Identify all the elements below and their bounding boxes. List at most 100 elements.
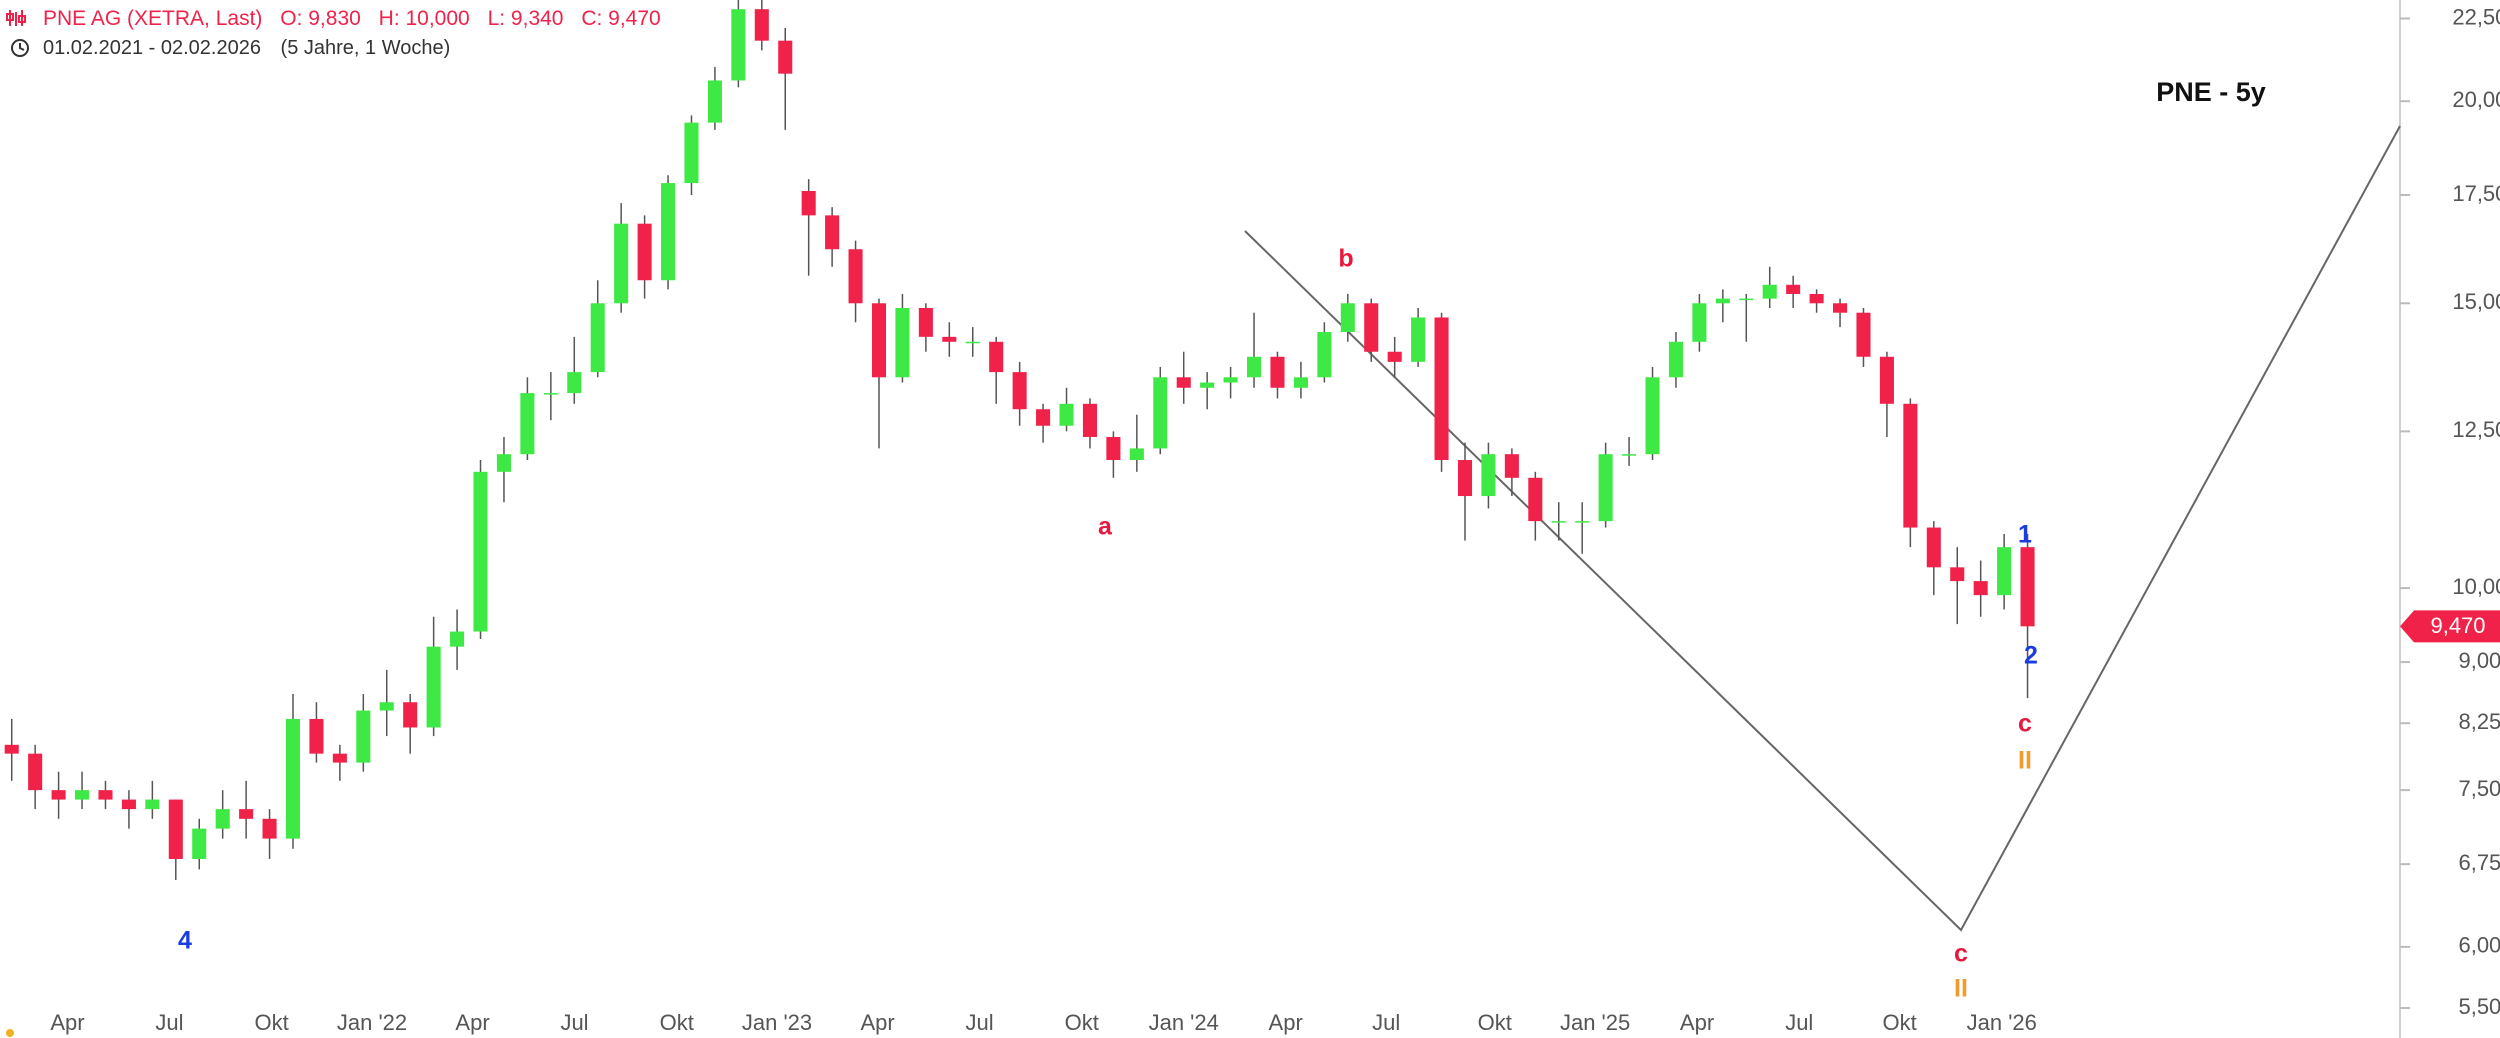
candle-body xyxy=(567,372,582,394)
candle-body xyxy=(848,249,863,304)
candle-body xyxy=(637,223,652,281)
candle-body xyxy=(1411,317,1426,362)
wave-label: II xyxy=(1954,975,1968,1003)
candle-body xyxy=(1786,284,1801,294)
x-tick-label: Jan '24 xyxy=(1149,1010,1219,1035)
candle-body xyxy=(121,799,136,810)
candle-body xyxy=(1059,403,1074,426)
y-tick-label: 8,250 xyxy=(2458,709,2500,734)
y-tick-label: 10,000 xyxy=(2452,574,2500,599)
candle-body xyxy=(801,191,816,216)
candle-body xyxy=(614,223,629,304)
candle-body xyxy=(473,471,488,632)
y-tick-label: 7,500 xyxy=(2458,776,2500,801)
x-tick-label: Apr xyxy=(455,1010,489,1035)
y-tick-label: 6,000 xyxy=(2458,933,2500,958)
candle-body xyxy=(520,393,535,455)
x-tick-label: Apr xyxy=(860,1010,894,1035)
ohlc-label: H: 10,000 xyxy=(379,7,470,30)
x-tick-label: Jan '22 xyxy=(337,1010,407,1035)
candle-body xyxy=(145,799,160,810)
candle-body xyxy=(1926,527,1941,568)
candle-body xyxy=(731,9,746,81)
x-tick-label: Jul xyxy=(155,1010,183,1035)
candle-body xyxy=(1293,377,1308,388)
candle-body xyxy=(4,744,19,754)
candle-body xyxy=(1879,356,1894,404)
candle-body xyxy=(285,718,301,839)
candle-body xyxy=(1434,317,1449,461)
x-tick-label: Okt xyxy=(1478,1010,1512,1035)
candle-body xyxy=(1200,382,1215,388)
candle-body xyxy=(918,307,933,337)
ohlc-label: C: 9,470 xyxy=(581,7,660,30)
candle-body xyxy=(1247,356,1262,378)
candle-body xyxy=(2020,547,2035,627)
candle-body xyxy=(1528,477,1543,522)
candle-body xyxy=(1364,303,1379,352)
candle-body xyxy=(661,183,676,281)
candle-body xyxy=(98,790,113,800)
y-tick-label: 5,500 xyxy=(2458,994,2500,1019)
ohlc-label: L: 9,340 xyxy=(488,7,564,30)
candle-body xyxy=(1575,521,1590,523)
y-tick-label: 9,000 xyxy=(2458,648,2500,673)
candle-body xyxy=(825,215,840,250)
candle-body xyxy=(332,753,347,763)
candle-body xyxy=(1715,298,1730,304)
candle-body xyxy=(1833,303,1848,313)
wave-label: c xyxy=(1954,940,1968,968)
candle-body xyxy=(168,799,183,859)
candle-body xyxy=(450,631,465,647)
candle-body xyxy=(871,303,887,378)
x-tick-label: Jul xyxy=(1372,1010,1400,1035)
candle-body xyxy=(309,718,324,754)
x-tick-label: Okt xyxy=(660,1010,694,1035)
x-tick-label: Okt xyxy=(1882,1010,1916,1035)
candle-body xyxy=(28,753,43,791)
candle-body xyxy=(1973,581,1988,596)
candle-body xyxy=(1809,293,1824,304)
x-tick-label: Okt xyxy=(255,1010,289,1035)
wave-label: 1 xyxy=(2018,521,2032,549)
candle-body xyxy=(426,646,441,728)
candle-body xyxy=(1036,409,1051,426)
candle-body xyxy=(262,818,277,839)
wave-label: 4 xyxy=(178,927,192,955)
candle-body xyxy=(1457,460,1473,497)
header-icon xyxy=(6,10,26,26)
x-tick-label: Apr xyxy=(50,1010,84,1035)
x-tick-label: Jan '26 xyxy=(1967,1010,2037,1035)
y-tick-label: 6,750 xyxy=(2458,850,2500,875)
candle-body xyxy=(1270,356,1285,388)
candle-body xyxy=(1387,351,1402,362)
candle-body xyxy=(1950,567,1965,582)
wave-label: b xyxy=(1338,245,1353,273)
candle-body xyxy=(707,80,722,123)
candle-body xyxy=(1106,436,1121,461)
subtitle: 01.02.2021 - 02.02.2026 (5 Jahre, 1 Woch… xyxy=(43,37,450,59)
candle-body xyxy=(1622,454,1637,456)
candle-body xyxy=(895,307,910,378)
candle-body xyxy=(379,702,394,711)
candle-body xyxy=(754,9,769,41)
candle-body xyxy=(75,790,90,800)
candle-body xyxy=(1223,377,1238,383)
ohlc-label: O: 9,830 xyxy=(280,7,361,30)
candle-body xyxy=(684,122,699,184)
candle-body xyxy=(496,454,511,472)
annotation: PNE - 5y xyxy=(2156,77,2266,107)
candle-body xyxy=(1153,377,1168,449)
marker-dot xyxy=(6,1029,14,1037)
candle-body xyxy=(1129,448,1144,461)
candle-body xyxy=(778,40,793,74)
x-tick-label: Apr xyxy=(1269,1010,1303,1035)
candle-body xyxy=(1645,377,1660,455)
candle-body xyxy=(1340,303,1355,332)
candle-body xyxy=(1856,312,1871,357)
wave-label: c xyxy=(2018,710,2032,738)
date-range: 01.02.2021 - 02.02.2026 xyxy=(43,37,261,59)
y-tick-label: 20,000 xyxy=(2452,87,2500,112)
candle-body xyxy=(1598,454,1613,522)
